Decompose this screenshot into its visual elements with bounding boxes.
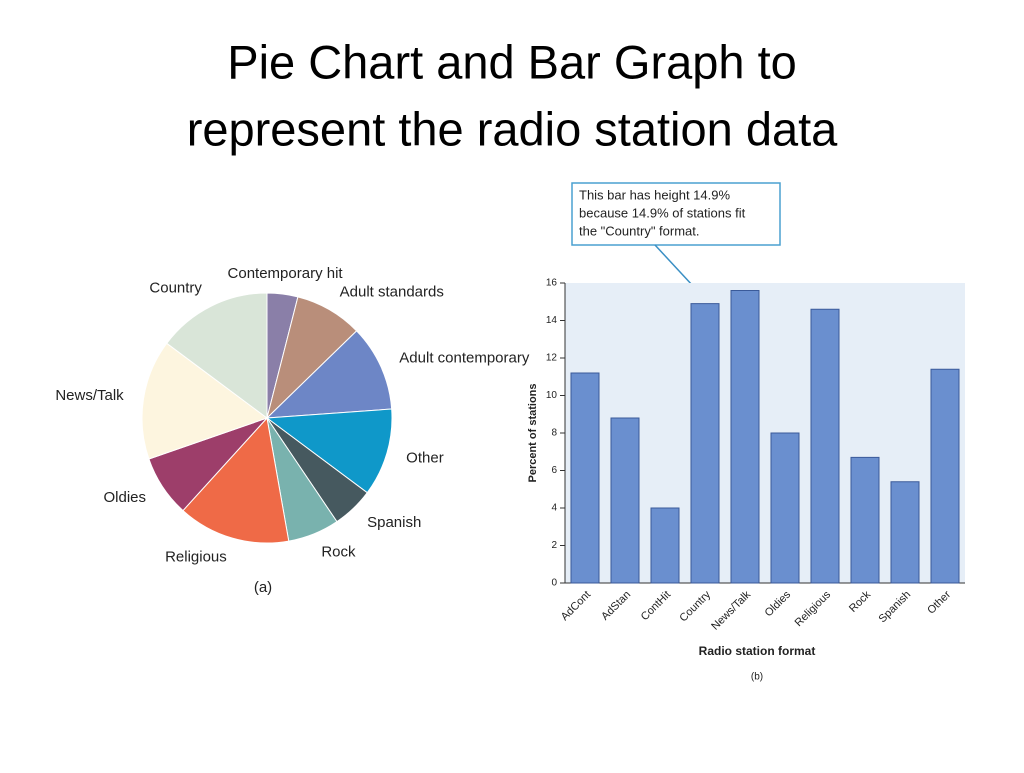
slice-label: Adult standards: [340, 283, 444, 300]
pie-slice: [166, 292, 268, 419]
y-tick-label: 6: [551, 465, 557, 476]
y-axis-label: Percent of stations: [527, 383, 539, 482]
pie-slice: [265, 330, 393, 419]
x-tick-label: AdStan: [599, 589, 633, 623]
slice-label: Other: [406, 450, 444, 467]
bar: [770, 432, 800, 584]
bar: [930, 368, 960, 584]
chart-caption: (a): [254, 579, 272, 596]
bar: [610, 417, 640, 584]
annotation-text: because 14.9% of stations fit: [579, 205, 746, 220]
slice-label: Adult contemporary: [399, 350, 530, 367]
annotation-text: the "Country" format.: [579, 223, 700, 238]
bar: [650, 507, 680, 584]
bar: [690, 303, 720, 584]
pie-slice: [141, 342, 269, 460]
pie-slice: [265, 408, 393, 494]
x-tick-label: Spanish: [877, 589, 914, 626]
y-tick-label: 0: [551, 578, 557, 589]
y-tick-label: 16: [546, 278, 558, 289]
pie-slice: [182, 416, 290, 544]
y-tick-label: 14: [546, 315, 558, 326]
x-tick-label: Religious: [793, 588, 834, 629]
x-tick-label: News/Talk: [709, 588, 753, 632]
annotation-box: [571, 182, 781, 246]
x-tick-label: ContHit: [639, 589, 673, 623]
slice-label: Country: [149, 279, 202, 296]
slice-label: News/Talk: [55, 387, 124, 404]
bar: [890, 481, 920, 584]
y-tick-label: 2: [551, 540, 557, 551]
x-tick-label: Rock: [847, 588, 874, 615]
x-tick-label: Oldies: [763, 588, 794, 619]
bar: [810, 308, 840, 584]
slice-label: Oldies: [103, 489, 146, 506]
bar: [730, 290, 760, 584]
slide-title: Pie Chart and Bar Graph to: [227, 35, 797, 88]
slide-title: represent the radio station data: [187, 102, 838, 155]
annotation-text: This bar has height 14.9%: [579, 187, 730, 202]
x-tick-label: Other: [925, 588, 953, 616]
x-axis-label: Radio station format: [699, 644, 816, 658]
bar: [570, 372, 600, 584]
chart-caption: (b): [751, 672, 763, 683]
bar: [850, 456, 880, 584]
slice-label: Religious: [165, 548, 227, 565]
slice-label: Rock: [321, 543, 356, 560]
x-tick-label: Country: [677, 588, 713, 624]
y-tick-label: 8: [551, 428, 557, 439]
y-tick-label: 4: [551, 503, 557, 514]
slice-label: Contemporary hit: [228, 265, 344, 282]
x-tick-label: AdCont: [559, 589, 593, 623]
y-tick-label: 10: [546, 390, 558, 401]
slice-label: Spanish: [367, 514, 421, 531]
y-tick-label: 12: [546, 353, 558, 364]
